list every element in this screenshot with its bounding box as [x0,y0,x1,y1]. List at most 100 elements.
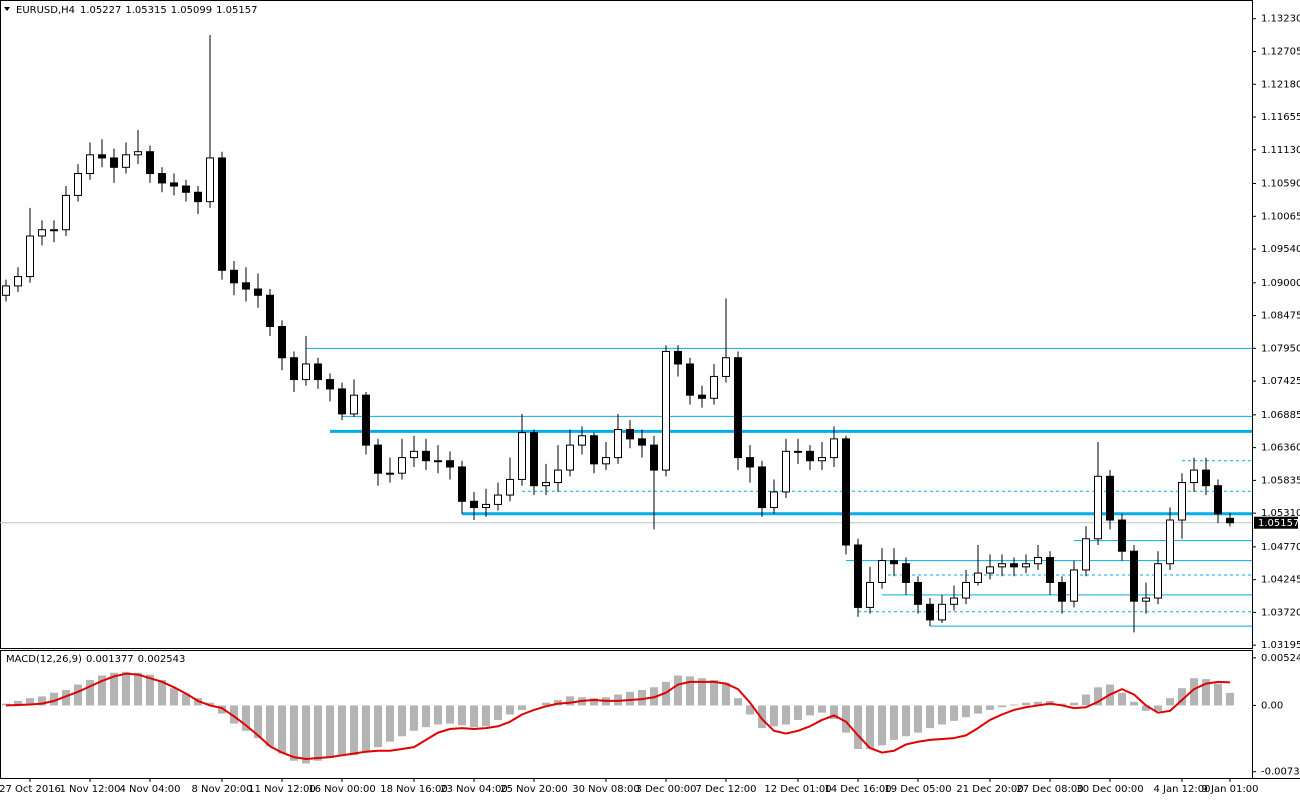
macd-histogram-bar [674,675,682,706]
macd-histogram-bar [794,705,802,720]
macd-histogram-bar [1070,702,1078,706]
macd-histogram-bar [1034,701,1042,706]
macd-histogram-bar [230,705,238,724]
candle-body [278,325,286,359]
x-tick-label: 30 Dec 00:00 [1076,784,1143,795]
y-tick-label: 1.13230 [1261,14,1300,25]
macd-histogram-bar [158,680,166,706]
candle-body [158,173,166,184]
macd-histogram-bar [386,705,394,742]
candle-body [350,394,358,415]
candle-body [626,429,634,440]
x-tick-label: 14 Dec 16:00 [824,784,891,795]
candle-body [482,503,490,509]
macd-histogram-bar [758,705,766,729]
candle-body [434,460,442,463]
y-tick-label: 1.12705 [1261,47,1300,58]
y-tick-label: 1.03720 [1261,607,1300,618]
macd-histogram-bar [182,693,190,706]
candle-body [314,363,322,381]
candle-body [686,363,694,396]
macd-histogram-bar [518,705,526,710]
macd-histogram-bar [1094,687,1102,706]
y-tick-label: 1.10065 [1261,211,1300,222]
macd-histogram-bar [470,705,478,728]
macd-histogram-bar [734,698,742,706]
candle-body [62,194,70,231]
candle-body [182,185,190,193]
candle-body [146,151,154,175]
candle-body [1118,519,1126,552]
candle-body [734,357,742,459]
candle-body [578,435,586,446]
candle-body [530,432,538,487]
y-tick-label: 1.10590 [1261,179,1300,190]
candle-body [518,432,526,480]
candle-body [950,597,958,605]
candle-body [638,438,646,446]
macd-histogram-bar [62,690,70,706]
candle-body [710,375,718,399]
macd-histogram-bar [950,705,958,721]
last-low: 1.05099 [171,5,212,16]
candle-body [98,154,106,159]
candle-body [302,363,310,381]
y-tick-label: 1.12180 [1261,79,1300,90]
x-tick-label: 4 Nov 04:00 [119,784,180,795]
candle-body [650,444,658,471]
macd-histogram-bar [1022,702,1030,706]
candle-body [1226,517,1234,524]
candle-body [590,435,598,465]
macd-histogram-bar [626,691,634,706]
macd-histogram-bar [242,705,250,731]
y-tick-label: 1.05310 [1261,508,1300,519]
y-tick-label: 1.08475 [1261,311,1300,322]
macd-histogram-bar [1154,705,1162,711]
macd-histogram-bar [398,705,406,737]
macd-histogram-bar [98,675,106,706]
main-panel-frame [0,0,1253,649]
macd-histogram-bar [1190,678,1198,706]
macd-histogram-bar [38,696,46,706]
y-tick-label: 1.04245 [1261,575,1300,586]
candle-body [1106,475,1114,521]
candle-body [1214,485,1222,515]
macd-histogram-bar [1142,705,1150,711]
candle-body [1058,581,1066,602]
candle-body [290,357,298,381]
x-tick-label: 16 Nov 00:00 [308,784,375,795]
macd-histogram-bar [542,702,550,706]
candle-body [50,229,58,232]
candle-body [770,491,778,509]
macd-histogram-bar [326,705,334,759]
candle-body [830,438,838,459]
candle-body [674,350,682,365]
macd-histogram-bar [482,705,490,727]
macd-histogram-bar [1118,692,1126,706]
candle-body [230,269,238,284]
candle-body [1082,538,1090,571]
candle-body [122,154,130,168]
candle-body [1154,563,1162,599]
candle-body [422,450,430,462]
last-close: 1.05157 [216,5,257,16]
macd-histogram-bar [146,674,154,706]
candle-body [254,288,262,296]
candle-body [542,482,550,487]
indicator-name: MACD(12,26,9) [6,654,82,665]
macd-histogram-bar [1010,704,1018,706]
macd-histogram-bar [1082,694,1090,706]
candle-body [794,450,802,453]
candle-body [458,466,466,502]
macd-histogram-bar [818,705,826,713]
macd-histogram-bar [446,705,454,724]
macd-histogram-bar [410,705,418,731]
macd-histogram-bar [1178,688,1186,706]
macd-histogram-bar [506,705,514,715]
macd-histogram-bar [206,702,214,706]
x-tick-label: 3 Dec 00:00 [636,784,697,795]
candle-body [782,450,790,493]
candle-body [938,603,946,621]
macd-histogram-bar [1214,683,1222,706]
candle-body [1034,556,1042,565]
